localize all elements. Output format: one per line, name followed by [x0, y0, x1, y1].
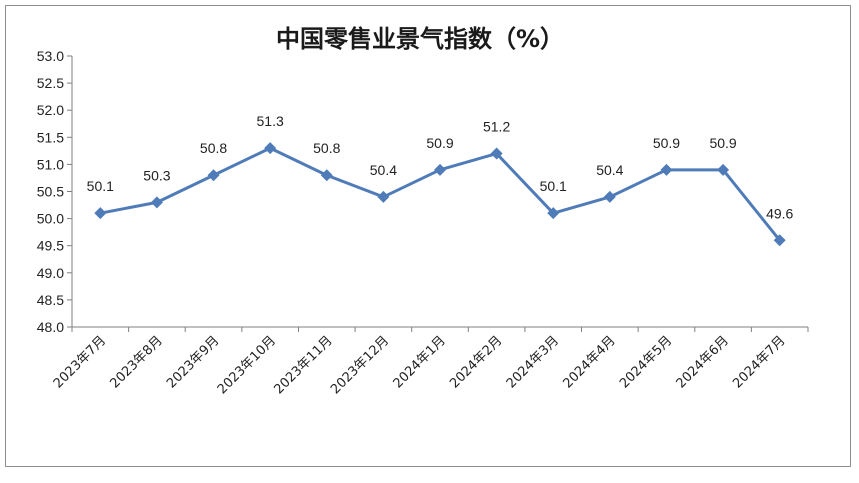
data-point	[434, 163, 446, 176]
y-tick-label: 50.0	[37, 211, 64, 227]
data-label: 50.9	[709, 135, 736, 151]
data-point	[94, 207, 107, 220]
x-tick-label: 2024年5月	[617, 333, 675, 391]
y-tick-label: 48.5	[37, 292, 64, 308]
data-label: 50.9	[426, 135, 453, 151]
y-tick-label: 51.5	[37, 129, 64, 145]
data-label: 51.3	[257, 113, 284, 129]
x-tick-label: 2023年10月	[215, 333, 279, 397]
data-label: 50.8	[200, 140, 227, 156]
data-point	[207, 169, 220, 182]
y-tick-label: 49.5	[37, 238, 64, 254]
x-tick-label: 2024年2月	[447, 333, 505, 391]
axes	[67, 55, 809, 332]
x-tick-label: 2023年9月	[164, 333, 222, 391]
x-tick-label: 2023年12月	[328, 333, 392, 397]
data-label: 50.1	[540, 178, 567, 194]
data-point	[490, 147, 503, 160]
data-point	[264, 142, 277, 155]
y-tick-label: 52.5	[37, 75, 64, 91]
data-label: 51.2	[483, 119, 510, 135]
data-label: 50.3	[143, 167, 170, 183]
x-tick-label: 2023年7月	[51, 333, 109, 391]
x-tick-label: 2023年8月	[108, 333, 166, 391]
y-tick-label: 50.5	[37, 184, 64, 200]
data-label: 50.1	[87, 178, 114, 194]
x-tick-label: 2024年3月	[504, 333, 562, 391]
x-tick-label: 2024年1月	[391, 333, 449, 391]
data-label: 50.9	[653, 135, 680, 151]
x-tick-label: 2024年6月	[674, 333, 732, 391]
data-point	[320, 169, 333, 182]
x-tick-labels: 2023年7月2023年8月2023年9月2023年10月2023年11月202…	[51, 333, 789, 397]
x-tick-label: 2024年7月	[730, 333, 788, 391]
data-point	[603, 190, 616, 203]
data-point	[660, 163, 673, 176]
data-point	[377, 190, 390, 203]
data-point	[773, 234, 786, 247]
data-label: 50.8	[313, 140, 340, 156]
y-tick-label: 52.0	[37, 102, 64, 118]
y-tick-label: 49.0	[37, 265, 64, 281]
data-point	[150, 196, 163, 209]
data-label: 50.4	[370, 162, 397, 178]
data-labels: 50.1 50.3 50.8 51.3 50.8 50.4 50.9 51.2 50.1 50.4…	[87, 113, 794, 221]
x-tick-label: 2023年11月	[272, 333, 336, 397]
data-point	[717, 163, 730, 176]
chart-title: 中国零售业景气指数（%）	[276, 25, 564, 53]
chart-frame	[5, 5, 851, 467]
y-tick-labels: 48.0 48.5 49.0 49.5 50.0 50.5 51.0 51.5 52.0 52.5…	[37, 48, 64, 335]
series-line	[100, 146, 781, 242]
y-tick-label: 48.0	[37, 319, 64, 335]
x-tick-label: 2024年4月	[560, 333, 618, 391]
data-label: 49.6	[766, 205, 793, 221]
series-line-group	[94, 142, 786, 247]
y-tick-label: 51.0	[37, 156, 64, 172]
y-tick-label: 53.0	[37, 48, 64, 64]
data-label: 50.4	[596, 162, 623, 178]
data-point	[547, 207, 560, 220]
